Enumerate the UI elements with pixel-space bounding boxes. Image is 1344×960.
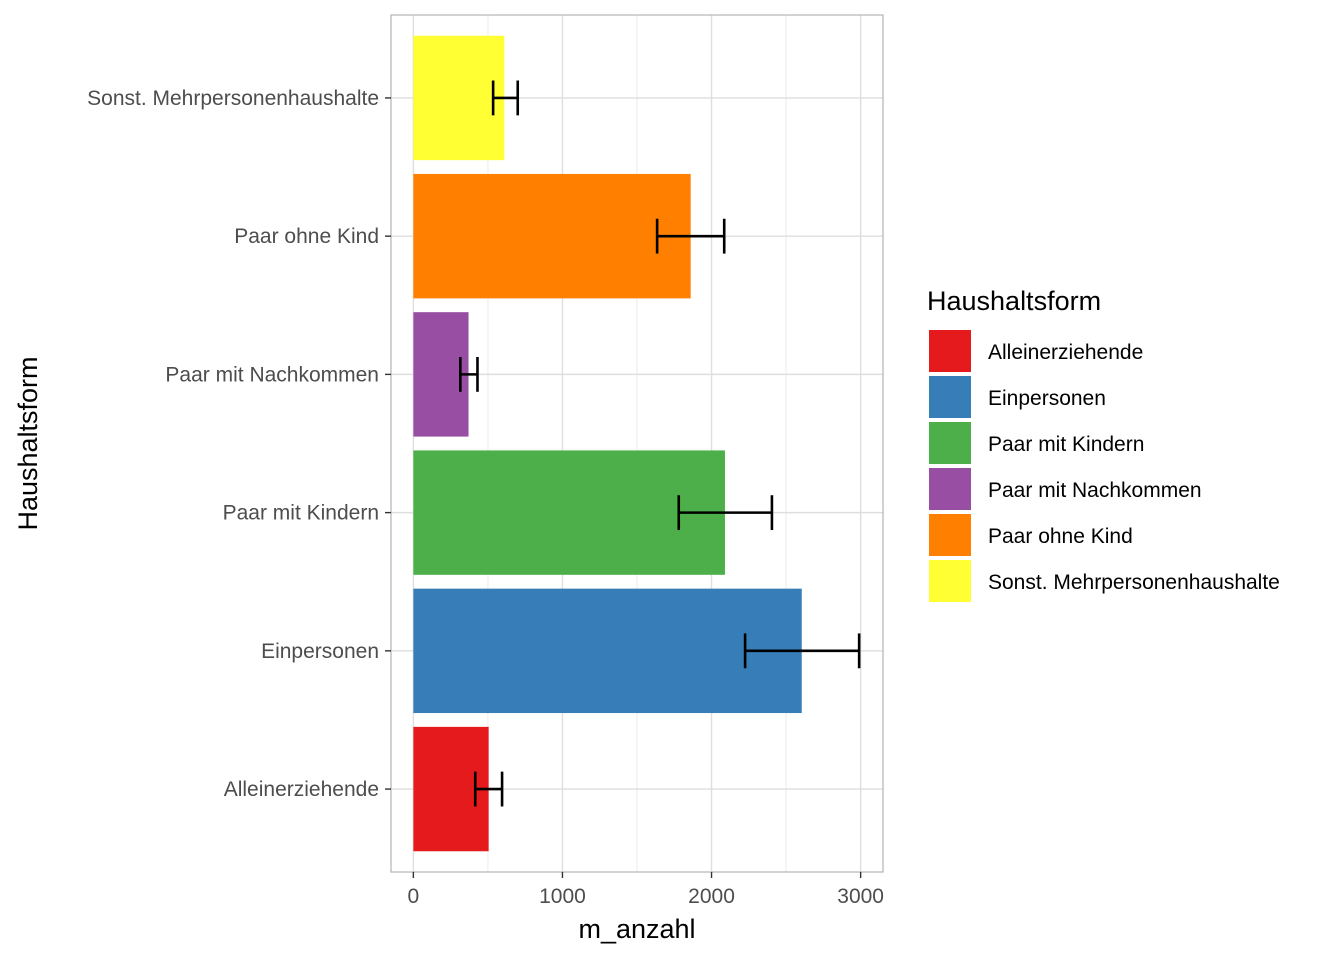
legend-key — [929, 376, 971, 418]
x-tick-label: 2000 — [688, 885, 735, 908]
bar — [413, 450, 725, 575]
legend-item: Sonst. Mehrpersonenhaushalte — [929, 560, 1280, 602]
legend-label: Paar mit Nachkommen — [988, 479, 1202, 502]
legend-label: Einpersonen — [988, 387, 1106, 410]
legend-title: Haushaltsform — [927, 286, 1101, 316]
legend-item: Paar ohne Kind — [929, 514, 1133, 556]
error-bar — [473, 771, 504, 807]
legend-items: Alleinerziehende Einpersonen Paar mit Kind… — [929, 330, 1280, 602]
x-tick-label: 0 — [408, 885, 420, 908]
legend-label: Paar ohne Kind — [988, 525, 1133, 548]
y-tick-label: Paar ohne Kind — [234, 225, 379, 248]
error-bar — [677, 495, 774, 531]
y-axis-title: Haushaltsform — [13, 356, 43, 530]
x-tick-label: 3000 — [837, 885, 884, 908]
legend-label: Paar mit Kindern — [988, 433, 1144, 456]
y-tick-label: Alleinerziehende — [224, 778, 379, 801]
legend-key — [929, 560, 971, 602]
legend-item: Alleinerziehende — [929, 330, 1143, 372]
error-bars — [459, 80, 861, 807]
error-bar — [655, 218, 726, 254]
bar — [413, 173, 691, 299]
bar — [413, 35, 505, 161]
plot-panel-border — [390, 14, 884, 873]
x-tick-label: 1000 — [539, 885, 586, 908]
y-tick-label: Sonst. Mehrpersonenhaushalte — [87, 87, 379, 110]
legend-key — [929, 514, 971, 556]
axis-ticks — [385, 97, 862, 878]
x-axis-tick-labels: 0 1000 2000 3000 — [408, 885, 884, 908]
error-bar — [459, 356, 479, 392]
x-axis-title: m_anzahl — [578, 914, 695, 944]
legend-label: Alleinerziehende — [988, 341, 1143, 364]
legend-item: Paar mit Kindern — [929, 422, 1144, 464]
error-bar — [743, 633, 861, 669]
error-bar — [491, 80, 520, 116]
bars — [413, 35, 802, 852]
legend-label: Sonst. Mehrpersonenhaushalte — [988, 571, 1280, 594]
y-tick-label: Einpersonen — [261, 640, 379, 663]
y-tick-label: Paar mit Nachkommen — [165, 363, 379, 386]
legend-item: Paar mit Nachkommen — [929, 468, 1202, 510]
legend-item: Einpersonen — [929, 376, 1106, 418]
bar — [413, 588, 802, 714]
y-tick-label: Paar mit Kindern — [223, 502, 379, 525]
y-axis-tick-labels: Alleinerziehende Einpersonen Paar mit Kind… — [87, 87, 379, 801]
legend-key — [929, 422, 971, 464]
legend-key — [929, 330, 971, 372]
legend-key — [929, 468, 971, 510]
legend: Haushaltsform Alleinerziehende Einpersone… — [927, 286, 1280, 602]
